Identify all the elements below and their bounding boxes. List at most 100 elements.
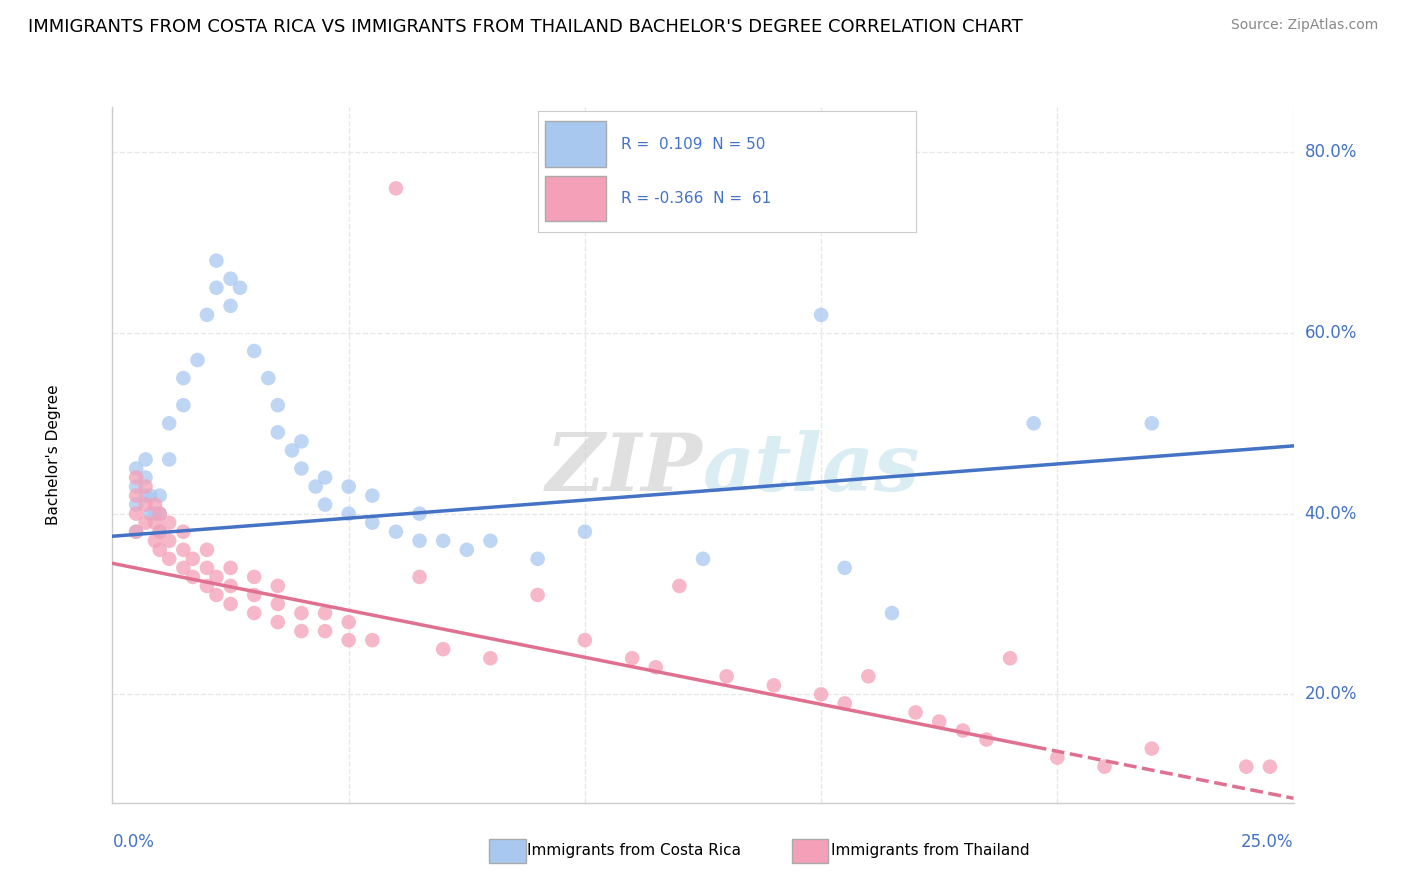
Point [135, 452, 157, 467]
Point [135, 470, 157, 484]
Point [125, 524, 148, 539]
Point [281, 443, 304, 458]
Point [267, 597, 290, 611]
Point [195, 561, 218, 575]
Point [125, 524, 148, 539]
Point [143, 498, 166, 512]
Point [361, 633, 384, 648]
Point [810, 308, 832, 322]
Point [139, 489, 162, 503]
Point [904, 706, 927, 720]
Text: 40.0%: 40.0% [1305, 505, 1357, 523]
Point [479, 651, 502, 665]
Point [219, 561, 242, 575]
Point [1140, 741, 1163, 756]
Point [195, 308, 218, 322]
Point [205, 588, 228, 602]
Point [361, 489, 384, 503]
Point [149, 507, 172, 521]
Point [834, 697, 856, 711]
Point [149, 489, 172, 503]
Point [125, 479, 148, 493]
Point [361, 516, 384, 530]
Point [432, 533, 454, 548]
Point [267, 425, 290, 440]
Point [243, 606, 266, 620]
Point [290, 624, 312, 639]
Point [408, 533, 430, 548]
Point [195, 579, 218, 593]
Point [172, 542, 194, 557]
Point [834, 561, 856, 575]
Point [143, 507, 166, 521]
Point [135, 489, 157, 503]
Point [1258, 759, 1281, 773]
Point [205, 570, 228, 584]
Point [219, 579, 242, 593]
Point [219, 597, 242, 611]
Point [456, 542, 478, 557]
Point [314, 624, 336, 639]
Point [574, 524, 596, 539]
Point [181, 551, 204, 566]
Point [219, 299, 242, 313]
Point [149, 542, 172, 557]
Text: ZIP: ZIP [546, 430, 703, 508]
Point [644, 660, 666, 674]
Point [858, 669, 880, 683]
Point [290, 606, 312, 620]
Point [157, 516, 180, 530]
Point [157, 551, 180, 566]
Text: IMMIGRANTS FROM COSTA RICA VS IMMIGRANTS FROM THAILAND BACHELOR'S DEGREE CORRELA: IMMIGRANTS FROM COSTA RICA VS IMMIGRANTS… [28, 18, 1024, 36]
Point [692, 551, 714, 566]
Point [314, 498, 336, 512]
Point [976, 732, 998, 747]
Point [143, 533, 166, 548]
Point [125, 461, 148, 475]
Point [181, 570, 204, 584]
Point [172, 371, 194, 385]
Point [257, 371, 280, 385]
Point [125, 498, 148, 512]
Point [157, 452, 180, 467]
Point [219, 271, 242, 285]
Point [337, 615, 360, 629]
Text: 0.0%: 0.0% [112, 833, 155, 851]
Point [290, 461, 312, 475]
Point [290, 434, 312, 449]
Point [243, 570, 266, 584]
Point [125, 489, 148, 503]
Point [1046, 750, 1069, 764]
Point [229, 281, 252, 295]
Point [149, 524, 172, 539]
Point [125, 470, 148, 484]
Point [157, 533, 180, 548]
Point [928, 714, 950, 729]
Point [243, 588, 266, 602]
Point [205, 281, 228, 295]
Point [337, 479, 360, 493]
Point [1094, 759, 1116, 773]
Text: Immigrants from Thailand: Immigrants from Thailand [831, 844, 1029, 858]
Point [621, 651, 644, 665]
Point [267, 615, 290, 629]
Point [267, 579, 290, 593]
Text: 80.0%: 80.0% [1305, 144, 1357, 161]
Point [149, 507, 172, 521]
Point [267, 398, 290, 412]
Point [810, 687, 832, 701]
Point [337, 507, 360, 521]
Point [172, 561, 194, 575]
Point [479, 533, 502, 548]
Point [243, 344, 266, 359]
Text: 60.0%: 60.0% [1305, 324, 1357, 342]
Point [880, 606, 903, 620]
Text: Immigrants from Costa Rica: Immigrants from Costa Rica [527, 844, 741, 858]
Point [716, 669, 738, 683]
Point [135, 498, 157, 512]
Point [952, 723, 974, 738]
Point [186, 353, 208, 368]
Point [1234, 759, 1257, 773]
Point [1140, 417, 1163, 431]
Point [143, 516, 166, 530]
